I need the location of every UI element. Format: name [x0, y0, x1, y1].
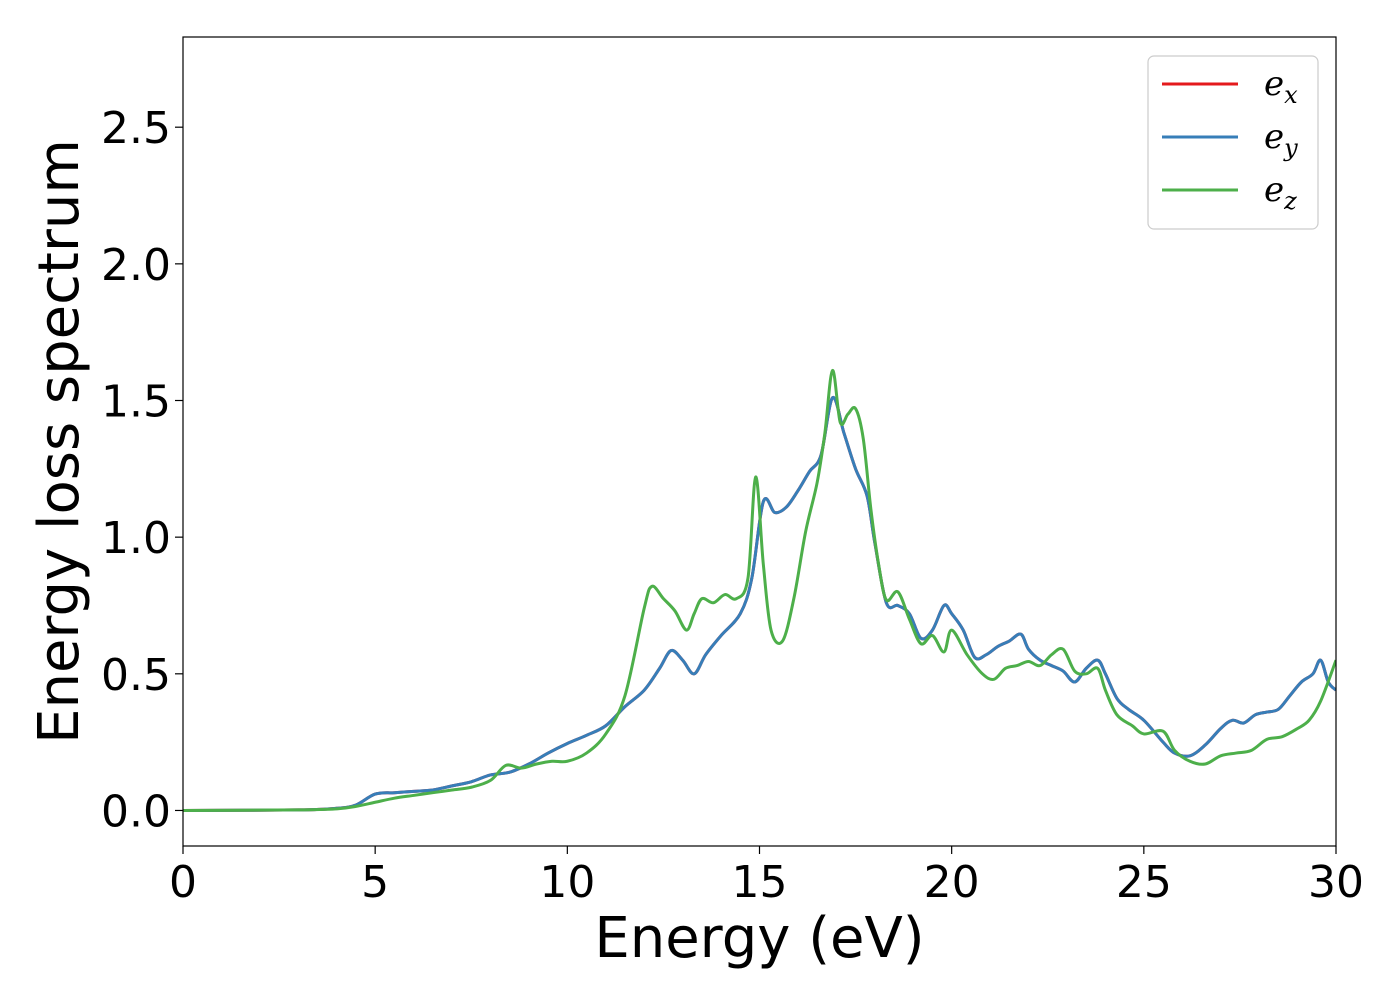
x-axis: 0 5 10 15 20 25 30 — [169, 846, 1364, 908]
legend-label-y: ey — [1264, 117, 1298, 162]
y-axis-title: Energy loss spectrum — [27, 139, 92, 744]
y-tick-label: 0.5 — [101, 650, 171, 701]
x-tick-label: 0 — [169, 857, 197, 908]
x-axis-title: Energy (eV) — [594, 906, 924, 971]
series-line-y — [183, 396, 1336, 812]
legend-label-x: ex — [1264, 64, 1298, 109]
y-tick-label: 2.0 — [101, 240, 171, 291]
y-tick-label: 1.0 — [101, 513, 171, 564]
series-line-z — [183, 368, 1336, 812]
x-tick-label: 15 — [732, 857, 788, 908]
series-lines — [183, 368, 1336, 812]
y-tick-label: 0.0 — [101, 786, 171, 837]
y-tick-label: 1.5 — [101, 377, 171, 428]
legend: ex ey ez — [1147, 55, 1319, 230]
x-tick-label: 20 — [924, 857, 980, 908]
legend-label-z: ez — [1264, 170, 1297, 215]
legend-box — [1147, 55, 1319, 230]
y-tick-label: 2.5 — [101, 103, 171, 154]
x-tick-label: 5 — [361, 857, 389, 908]
x-tick-label: 10 — [539, 857, 595, 908]
x-tick-label: 30 — [1308, 857, 1364, 908]
x-tick-label: 25 — [1116, 857, 1172, 908]
y-axis: 0.0 0.5 1.0 1.5 2.0 2.5 — [101, 103, 183, 837]
